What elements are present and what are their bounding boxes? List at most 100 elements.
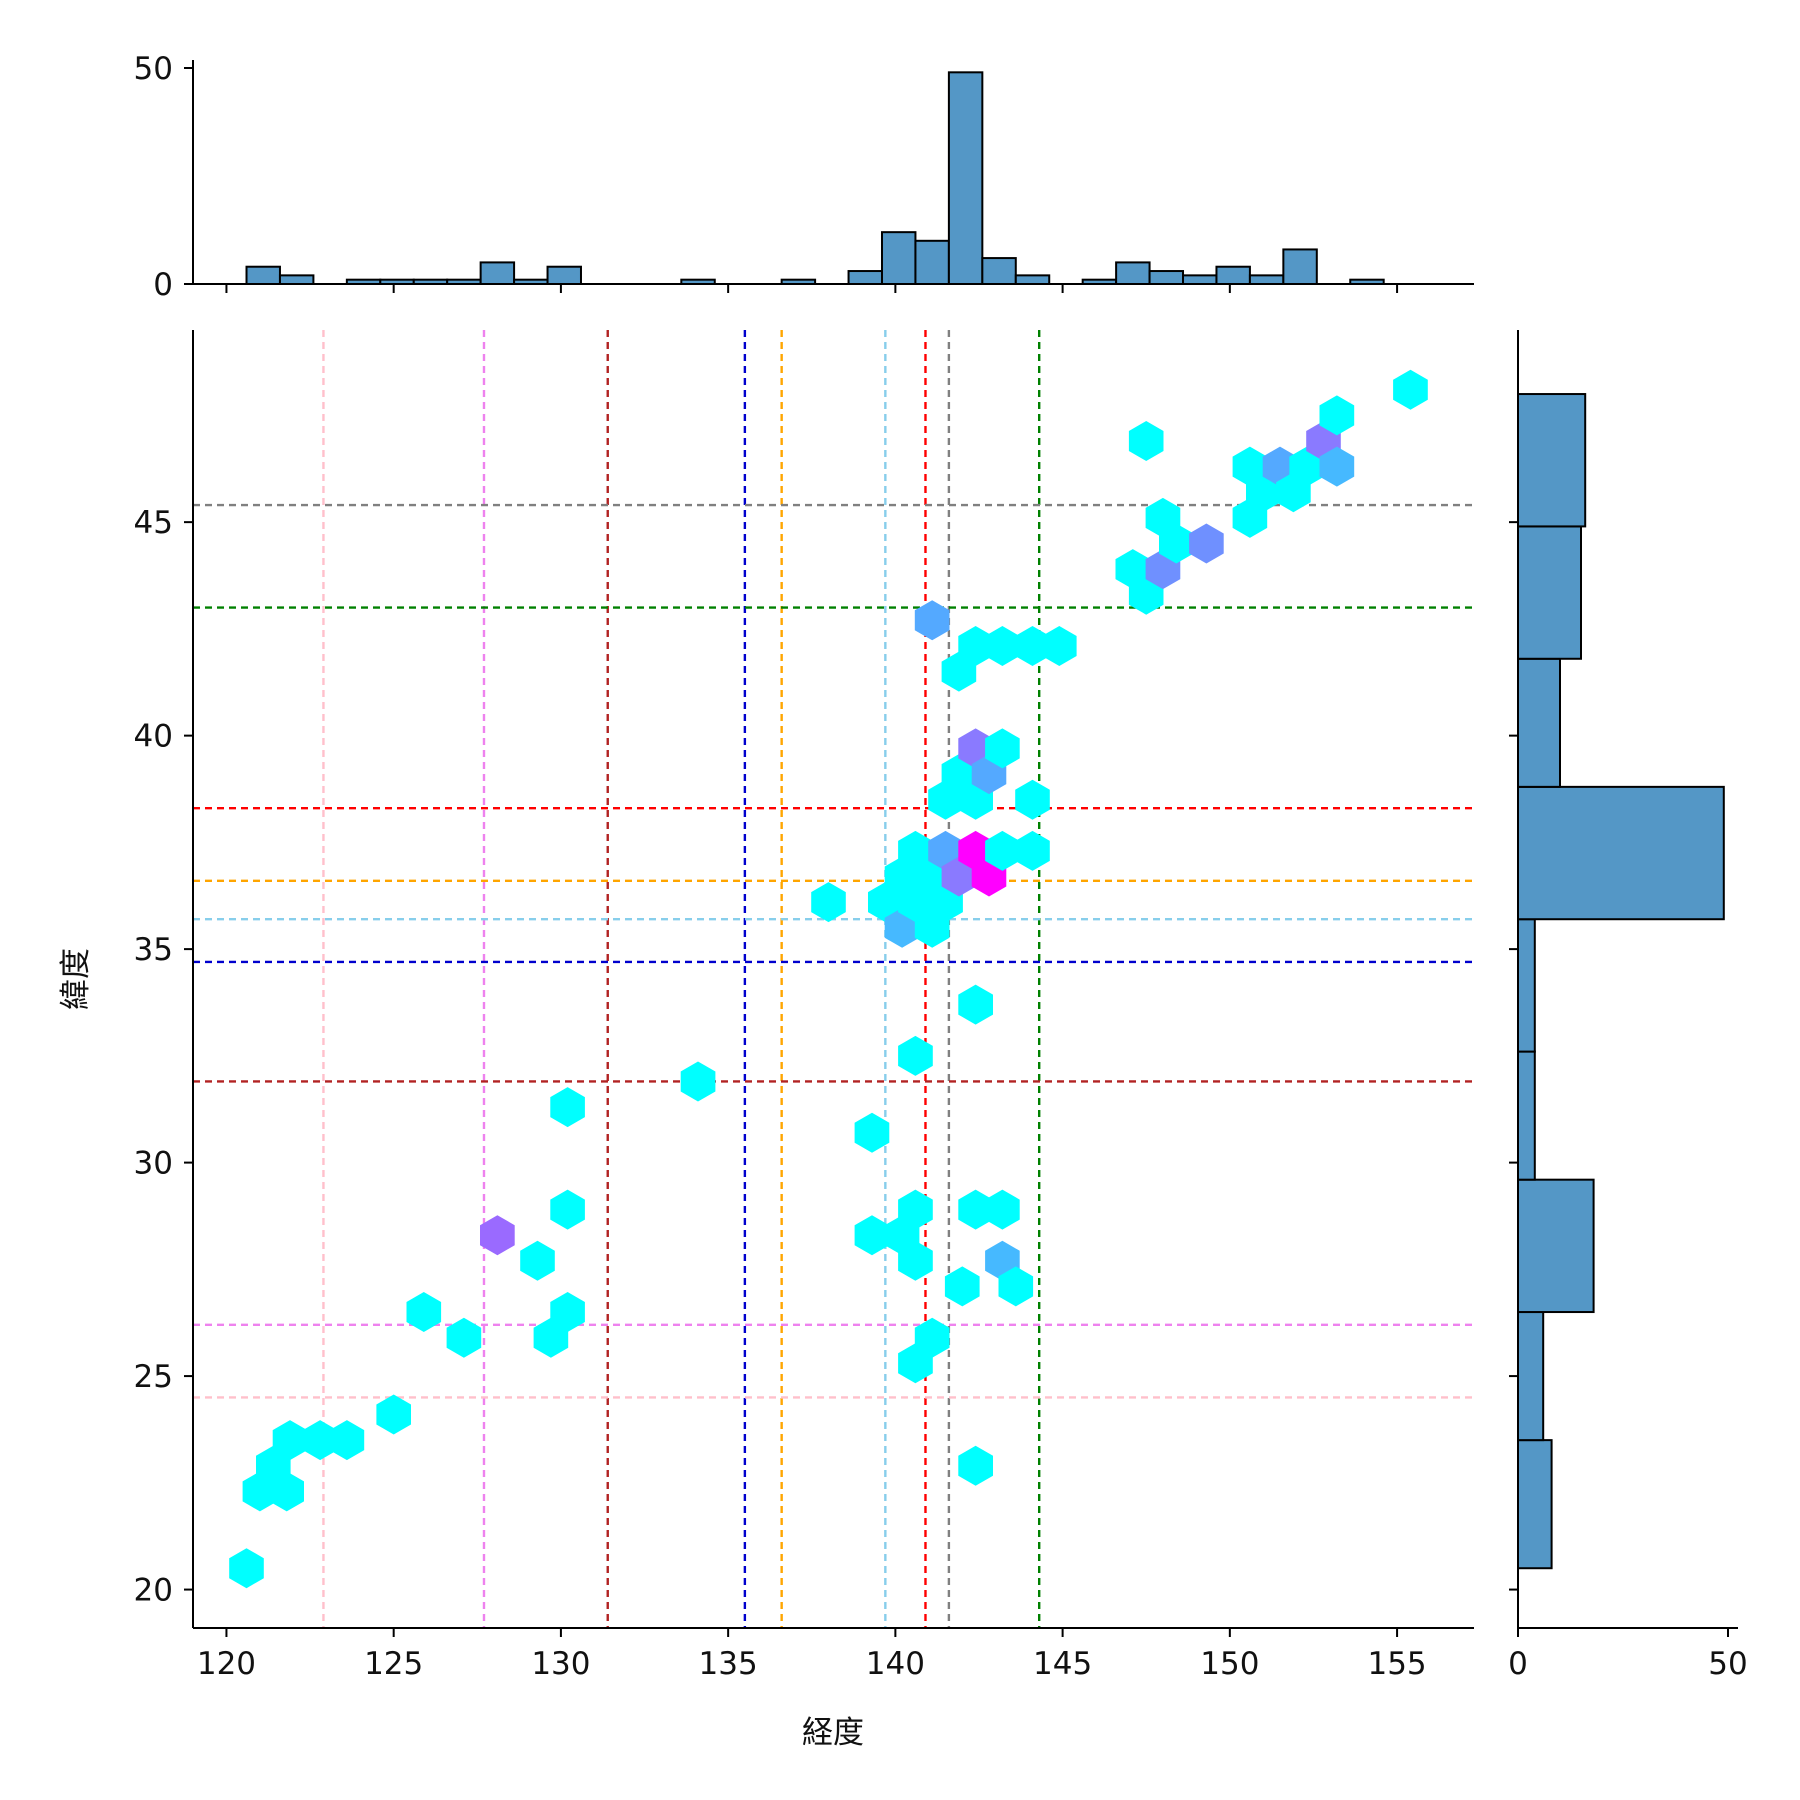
marginal-x-bar-13 — [914, 239, 950, 286]
marginal-y-bar-6 — [1517, 657, 1561, 788]
marginal-y-bar-4 — [1517, 918, 1536, 1053]
hexbin-23 — [898, 1343, 933, 1384]
hexbin-51 — [1015, 626, 1050, 666]
marginal-y-count-label-0: 0 — [1508, 1646, 1528, 1682]
hexbin-21 — [898, 1189, 933, 1230]
y-tick-label-30: 30 — [134, 1146, 173, 1182]
hexbin-22 — [898, 1240, 933, 1281]
reference-lines — [193, 330, 1474, 1628]
marginal-y-bar-0 — [1517, 1439, 1553, 1570]
marginal-x-bar-19 — [1148, 270, 1185, 286]
hexbin-45 — [1015, 830, 1050, 871]
hexbin-46 — [1015, 779, 1050, 820]
hexbin-52 — [1041, 626, 1077, 666]
x-tick-label-140: 140 — [866, 1646, 925, 1682]
hexbin-75 — [1319, 395, 1355, 436]
marginal-y-count-label-50: 50 — [1708, 1646, 1747, 1682]
hexbin-30 — [898, 882, 933, 923]
hexbin-11 — [520, 1240, 555, 1281]
x-tick-label-145: 145 — [1033, 1646, 1092, 1682]
y-tick-label-40: 40 — [134, 719, 173, 755]
marginal-y-bar-3 — [1517, 1050, 1536, 1181]
hexbin-17 — [811, 882, 846, 923]
marginal-y-bar-7 — [1517, 525, 1582, 660]
hexbin-8 — [406, 1292, 442, 1332]
hexbin-26 — [868, 882, 903, 923]
y-tick-label-35: 35 — [134, 932, 173, 968]
hexbin-54 — [958, 1189, 993, 1230]
hexbin-9 — [446, 1317, 482, 1358]
hexbin-47 — [914, 600, 950, 641]
hexbin-59 — [958, 1445, 993, 1486]
marginal-x-bar-6 — [479, 261, 516, 285]
hexbin-24 — [914, 1317, 950, 1358]
hexbin-50 — [985, 626, 1020, 666]
hexbin-74 — [1319, 446, 1355, 487]
hexbin-55 — [985, 1189, 1020, 1230]
hexbin-12 — [533, 1317, 569, 1358]
x-tick-label-150: 150 — [1200, 1646, 1259, 1682]
hexbin-15 — [550, 1087, 585, 1128]
hexbin-53 — [958, 984, 993, 1025]
hexbin-76 — [1393, 369, 1428, 410]
hexbin-66 — [1189, 523, 1224, 564]
marginal-x-bar-20 — [1182, 274, 1218, 285]
x-tick-label-130: 130 — [531, 1646, 590, 1682]
hexbin-40 — [941, 754, 977, 795]
x-tick-label-155: 155 — [1367, 1646, 1426, 1682]
hexbin-44 — [985, 830, 1020, 871]
y-tick-label-45: 45 — [134, 505, 173, 541]
hexbin-0 — [229, 1548, 264, 1589]
hexbin-19 — [854, 1215, 890, 1256]
hexbin-5 — [302, 1420, 338, 1461]
hexbin-16 — [680, 1061, 716, 1102]
marginal-y-bar-5 — [1517, 785, 1725, 921]
marginal-x-bar-15 — [981, 257, 1017, 285]
y-axis-label: 緯度 — [58, 948, 94, 1010]
hexbin-61 — [1128, 574, 1164, 615]
hexbin-57 — [944, 1266, 980, 1307]
marginal-x-count-label-50: 50 — [134, 51, 173, 87]
axes — [192, 60, 1738, 1629]
marginal-x-bar-1 — [278, 274, 315, 285]
hexbin-58 — [998, 1266, 1034, 1307]
hexbin-48 — [941, 651, 977, 692]
marginal-x-histogram — [245, 71, 1385, 286]
hexbin-3 — [256, 1445, 291, 1486]
hexbin-69 — [1246, 472, 1281, 513]
marginal-x-bar-21 — [1215, 265, 1251, 286]
hexbin-7 — [376, 1394, 411, 1435]
marginal-x-bar-0 — [245, 265, 281, 286]
hexbin-10 — [480, 1215, 515, 1256]
hexbin-13 — [550, 1292, 585, 1332]
marginal-x-count-label-0: 0 — [153, 267, 173, 303]
marginal-x-bar-11 — [847, 270, 883, 286]
marginal-x-bar-18 — [1115, 261, 1151, 285]
marginal-x-bar-23 — [1282, 248, 1318, 286]
hexbin-14 — [550, 1189, 585, 1230]
marginal-x-bar-8 — [546, 265, 582, 286]
marginal-x-bar-22 — [1248, 274, 1285, 285]
hexbin-36 — [941, 856, 977, 897]
x-tick-label-125: 125 — [364, 1646, 423, 1682]
hexbin-49 — [958, 626, 993, 666]
hexbin-29 — [898, 830, 933, 871]
marginal-y-bar-8 — [1517, 393, 1587, 528]
hexbin-63 — [1128, 421, 1164, 461]
hexbin-72 — [1289, 446, 1325, 487]
hexbin-43 — [985, 728, 1020, 769]
y-tick-label-25: 25 — [134, 1359, 173, 1395]
ticks: 120 125 130 135 140 145 150 155 20 25 30 35 40 45 0 50 0… — [134, 51, 1748, 1682]
marginal-y-bar-1 — [1517, 1311, 1545, 1442]
x-axis-label: 経度 — [802, 1715, 864, 1751]
marginal-y-bar-2 — [1517, 1178, 1595, 1314]
marginal-x-bar-12 — [880, 231, 917, 286]
x-tick-label-120: 120 — [197, 1646, 256, 1682]
marginal-x-bar-16 — [1014, 274, 1051, 285]
marginal-x-bar-14 — [947, 71, 984, 285]
hexbin-25 — [898, 1035, 933, 1076]
hexbin-6 — [329, 1420, 365, 1461]
x-tick-label-135: 135 — [699, 1646, 758, 1682]
hexbin-65 — [1159, 523, 1194, 564]
